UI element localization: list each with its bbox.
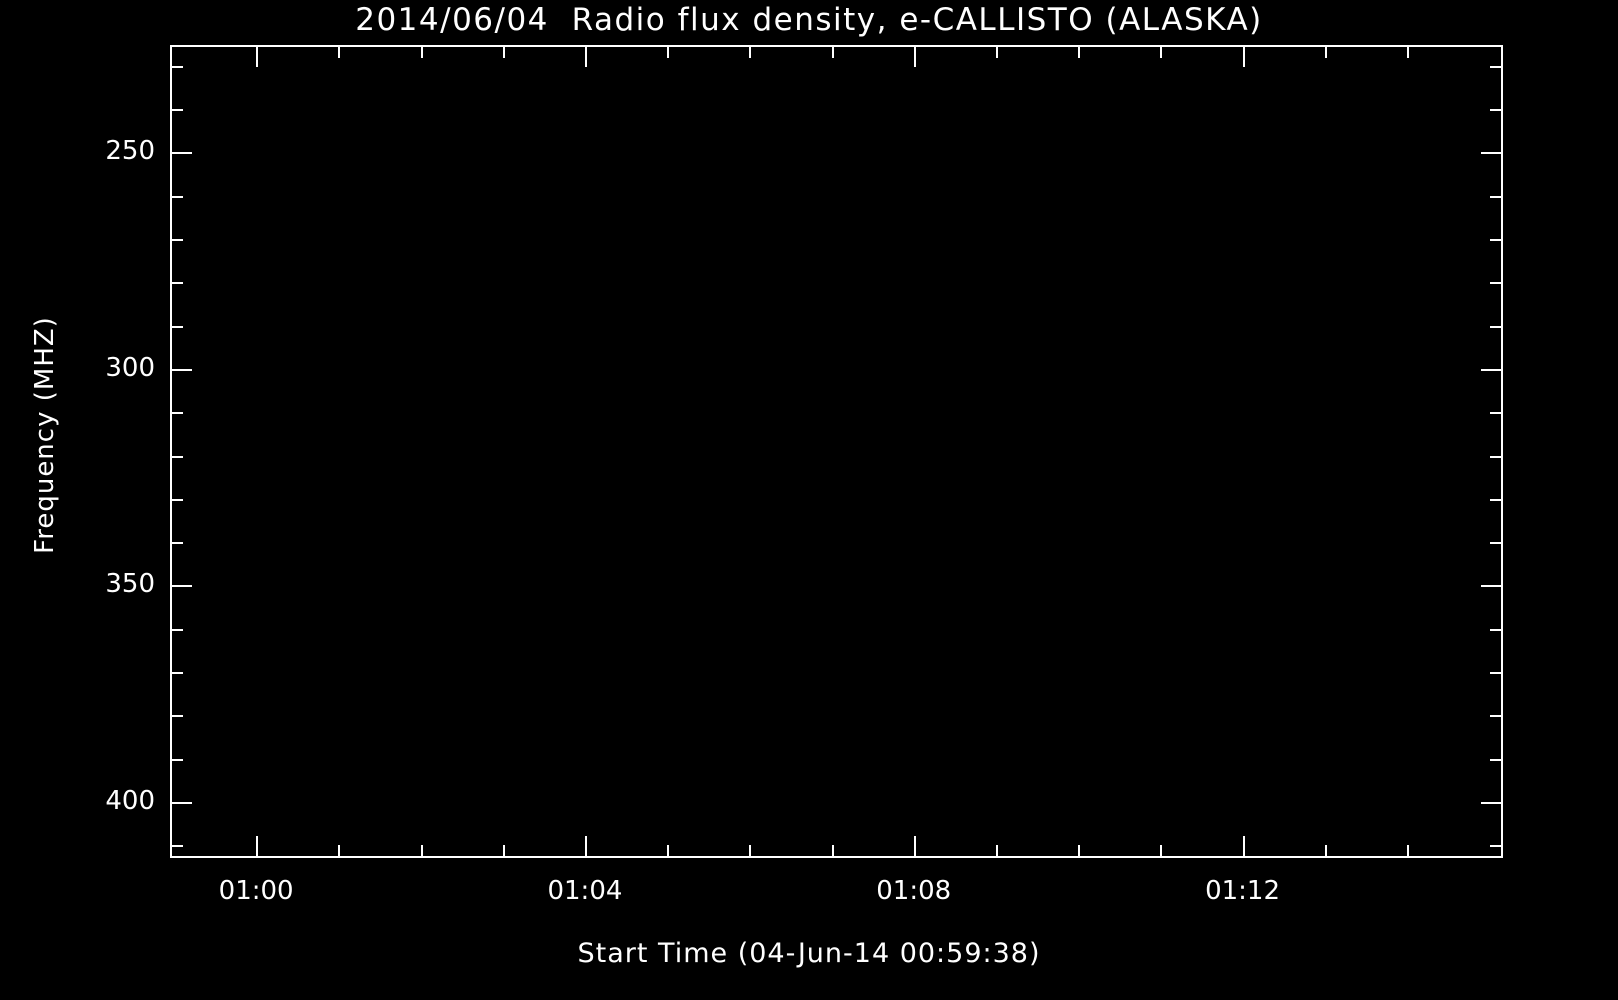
x-axis-major-tick-top: [585, 45, 587, 67]
x-axis-major-tick: [914, 836, 916, 858]
x-axis-minor-tick: [832, 845, 834, 858]
x-axis-minor-tick-top: [421, 45, 423, 58]
y-axis-minor-tick: [170, 542, 183, 544]
x-axis-minor-tick-top: [1407, 45, 1409, 58]
x-axis-minor-tick-top: [1078, 45, 1080, 58]
y-axis-tick-label: 300: [105, 352, 155, 383]
x-axis-major-tick-top: [1243, 45, 1245, 67]
y-axis-minor-tick-right: [1490, 326, 1503, 328]
y-axis-minor-tick-right: [1490, 759, 1503, 761]
x-axis-minor-tick-top: [749, 45, 751, 58]
x-axis-minor-tick: [1407, 845, 1409, 858]
x-axis-minor-tick: [749, 845, 751, 858]
y-axis-minor-tick-right: [1490, 196, 1503, 198]
y-axis-minor-tick: [170, 412, 183, 414]
x-axis-tick-label: 01:08: [876, 876, 952, 906]
x-axis-major-tick-top: [256, 45, 258, 67]
x-axis-major-tick: [585, 836, 587, 858]
x-axis-tick-label: 01:00: [218, 876, 294, 906]
y-axis-minor-tick-right: [1490, 239, 1503, 241]
x-axis-minor-tick: [421, 845, 423, 858]
x-axis-tick-label: 01:12: [1205, 876, 1280, 906]
x-axis-tick-label: 01:04: [547, 876, 623, 906]
x-axis-minor-tick-top: [1325, 45, 1327, 58]
page-title: 2014/06/04 Radio flux density, e-CALLIST…: [355, 2, 1263, 38]
y-axis-major-tick: [170, 152, 192, 154]
y-axis-minor-tick-right: [1490, 109, 1503, 111]
y-axis-tick-label: 250: [105, 136, 155, 167]
y-axis-minor-tick: [170, 845, 183, 847]
x-axis-minor-tick-top: [667, 45, 669, 58]
y-axis-minor-tick-right: [1490, 499, 1503, 501]
x-axis-minor-tick-top: [503, 45, 505, 58]
x-axis-major-tick: [1243, 836, 1245, 858]
y-axis-minor-tick-right: [1490, 456, 1503, 458]
x-axis-title: Start Time (04-Jun-14 00:59:38): [577, 938, 1041, 969]
y-axis-major-tick-right: [1481, 152, 1503, 154]
x-axis-minor-tick-top: [338, 45, 340, 58]
y-axis-minor-tick: [170, 282, 183, 284]
y-axis-minor-tick: [170, 759, 183, 761]
x-axis-minor-tick: [1160, 845, 1162, 858]
y-axis-minor-tick-right: [1490, 412, 1503, 414]
y-axis-minor-tick: [170, 629, 183, 631]
x-axis-minor-tick: [1325, 845, 1327, 858]
x-axis-minor-tick-top: [1160, 45, 1162, 58]
y-axis-minor-tick: [170, 456, 183, 458]
x-axis-minor-tick: [667, 845, 669, 858]
y-axis-minor-tick: [170, 196, 183, 198]
y-axis-title: Frequency (MHZ): [30, 316, 60, 554]
y-axis-major-tick-right: [1481, 369, 1503, 371]
y-axis-minor-tick: [170, 672, 183, 674]
y-axis-minor-tick: [170, 239, 183, 241]
y-axis-major-tick: [170, 585, 192, 587]
y-axis-minor-tick-right: [1490, 715, 1503, 717]
y-axis-minor-tick-right: [1490, 66, 1503, 68]
x-axis-minor-tick: [996, 845, 998, 858]
y-axis-minor-tick-right: [1490, 672, 1503, 674]
x-axis-minor-tick: [503, 845, 505, 858]
y-axis-minor-tick-right: [1490, 542, 1503, 544]
x-axis-minor-tick: [1078, 845, 1080, 858]
y-axis-minor-tick: [170, 326, 183, 328]
y-axis-major-tick-right: [1481, 802, 1503, 804]
x-axis-minor-tick-top: [832, 45, 834, 58]
y-axis-tick-label: 350: [105, 569, 155, 600]
y-axis-major-tick: [170, 369, 192, 371]
x-axis-minor-tick: [338, 845, 340, 858]
y-axis-minor-tick-right: [1490, 629, 1503, 631]
x-axis-major-tick-top: [914, 45, 916, 67]
y-axis-minor-tick: [170, 715, 183, 717]
y-axis-major-tick-right: [1481, 585, 1503, 587]
y-axis-minor-tick-right: [1490, 282, 1503, 284]
y-axis-minor-tick: [170, 109, 183, 111]
plot-frame: [170, 45, 1503, 858]
x-axis-major-tick: [256, 836, 258, 858]
y-axis-minor-tick-right: [1490, 845, 1503, 847]
y-axis-tick-label: 400: [105, 786, 155, 817]
x-axis-minor-tick-top: [996, 45, 998, 58]
y-axis-minor-tick: [170, 499, 183, 501]
y-axis-major-tick: [170, 802, 192, 804]
y-axis-minor-tick: [170, 66, 183, 68]
